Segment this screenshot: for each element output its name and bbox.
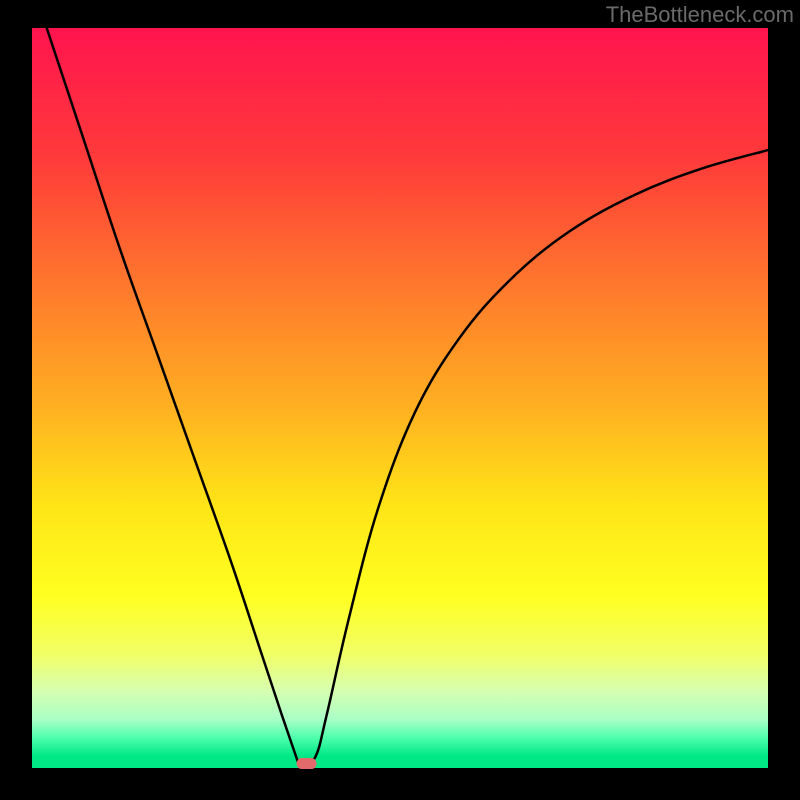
heat-gradient [32, 28, 768, 756]
bottleneck-chart-svg [0, 0, 800, 800]
chart-stage: TheBottleneck.com [0, 0, 800, 800]
bottom-green-band [32, 756, 768, 768]
watermark-text: TheBottleneck.com [606, 2, 794, 28]
optimal-marker [297, 758, 317, 769]
